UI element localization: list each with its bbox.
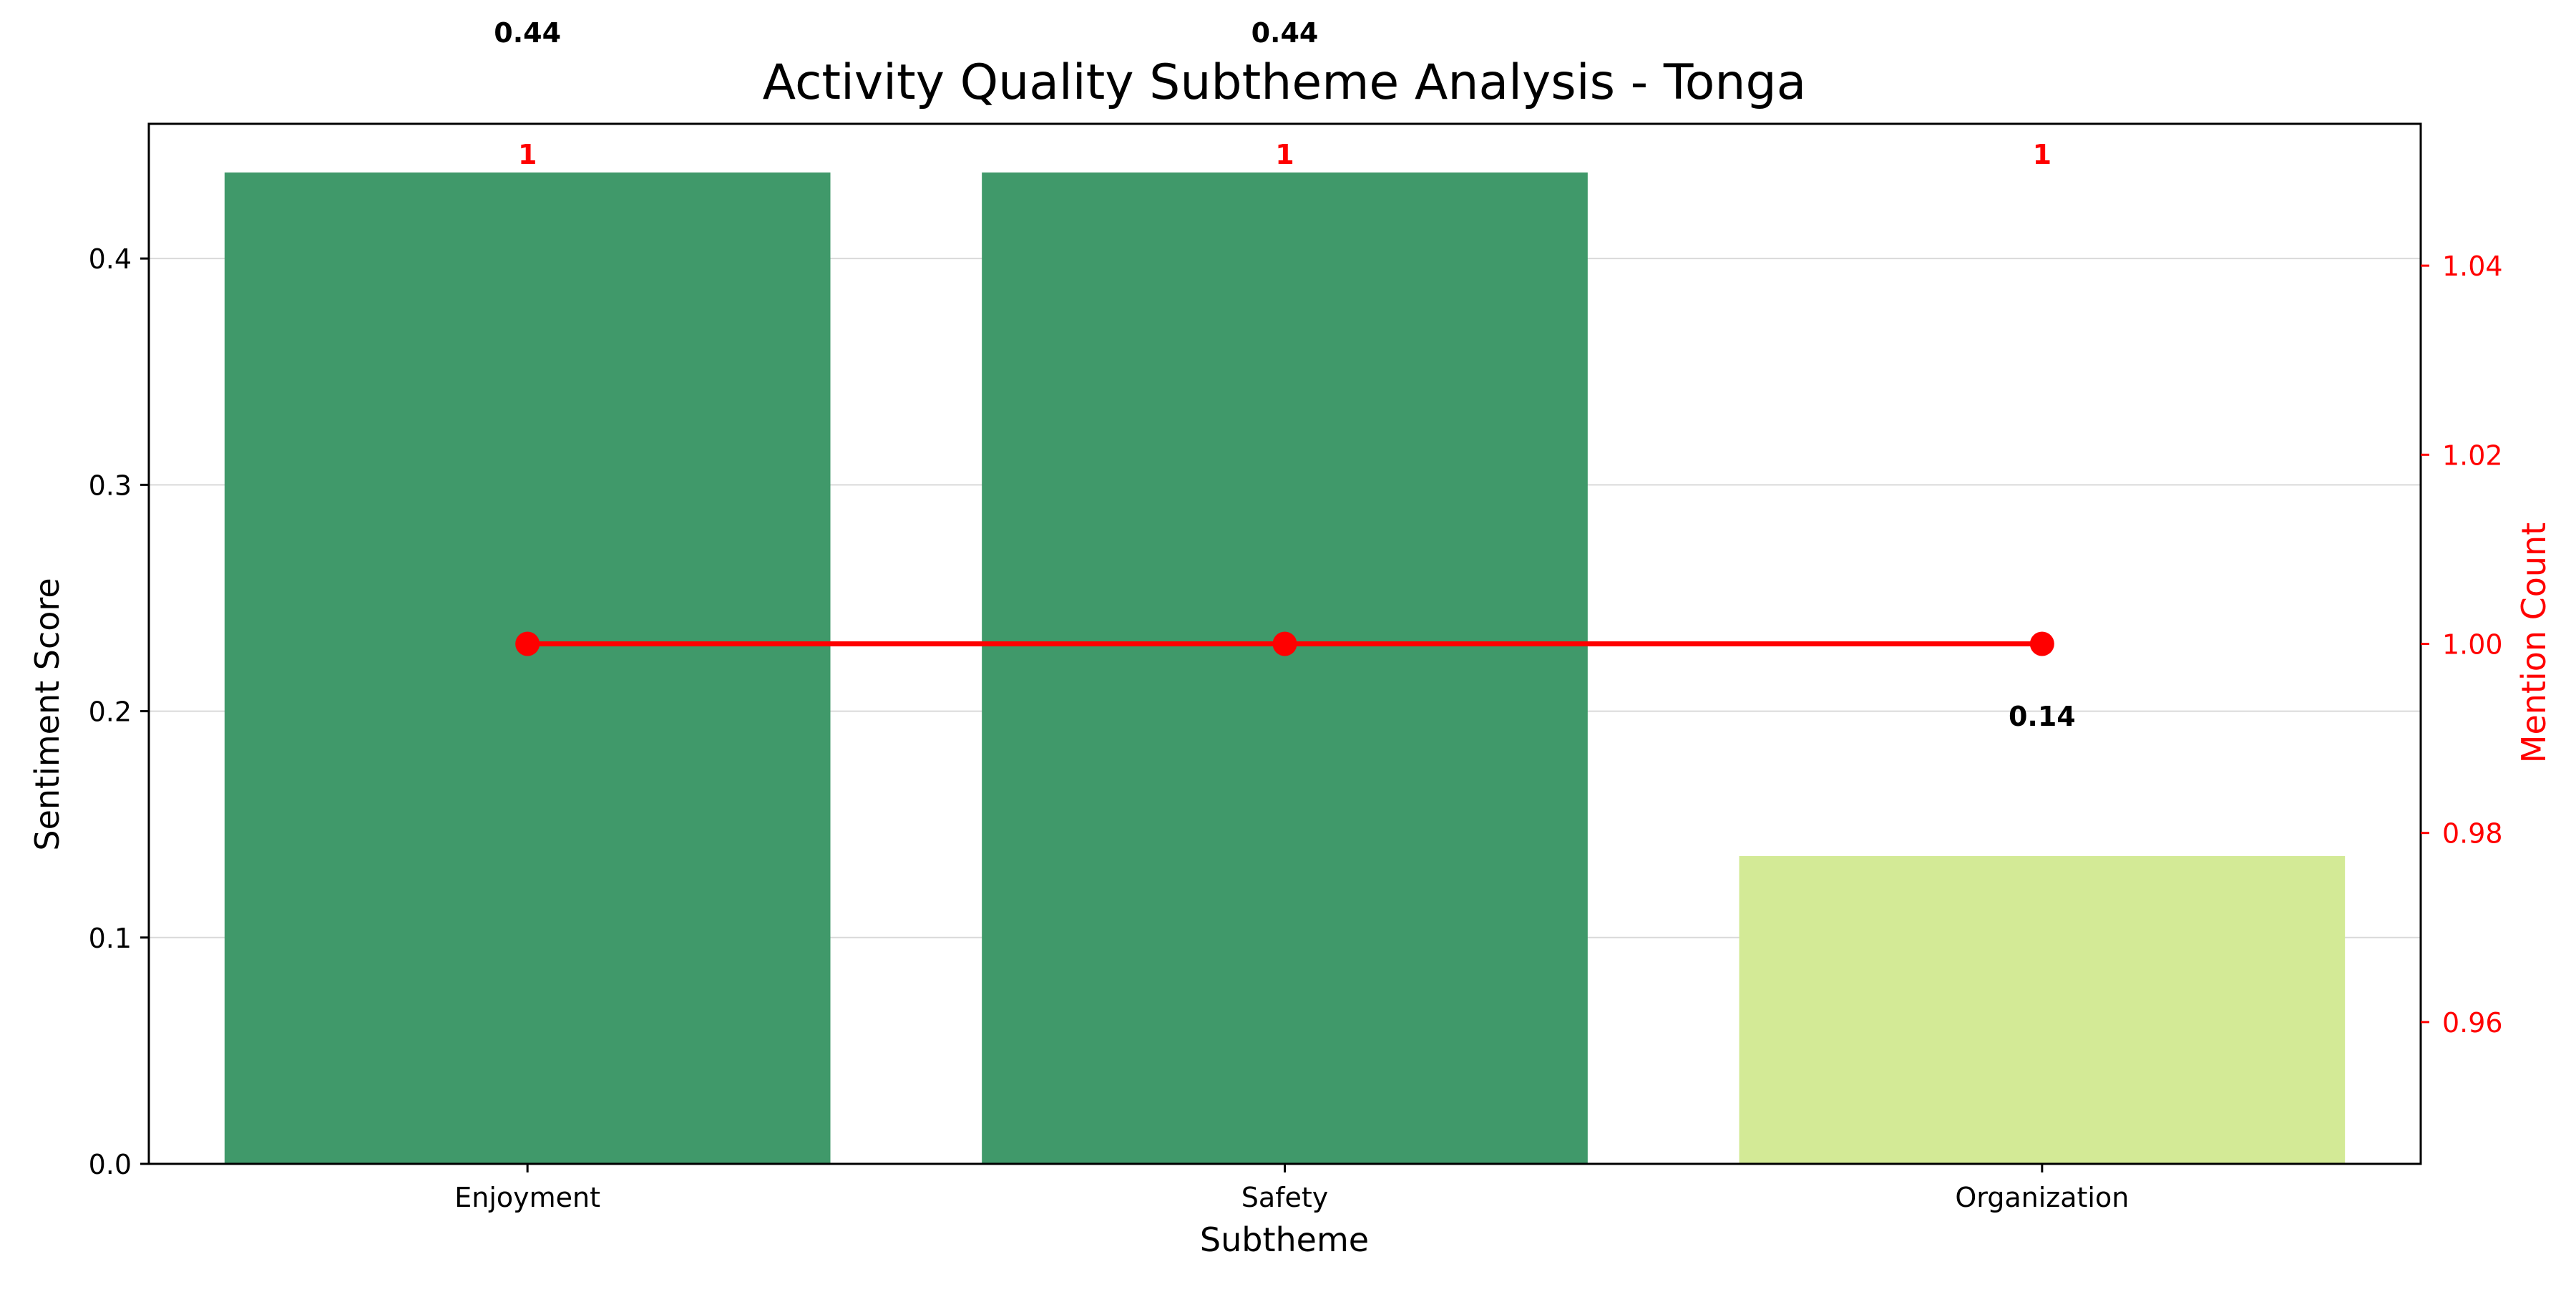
x-tick-label: Safety bbox=[1241, 1182, 1329, 1213]
bar-value-label: 0.14 bbox=[2009, 701, 2076, 732]
mention-count-label: 1 bbox=[1275, 139, 1294, 170]
chart-title: Activity Quality Subtheme Analysis - Ton… bbox=[763, 54, 1807, 111]
x-tick-label: Organization bbox=[1955, 1182, 2129, 1213]
labels-layer: 0.44 0.44 0.14 1 1 1 bbox=[494, 17, 2075, 732]
y2-tick-label: 0.96 bbox=[2442, 1007, 2503, 1039]
bar-value-label: 0.44 bbox=[494, 17, 561, 49]
y-tick-label: 0.4 bbox=[89, 243, 132, 275]
mention-count-label: 1 bbox=[518, 139, 537, 170]
x-tick-label: Enjoyment bbox=[454, 1182, 600, 1213]
axes-layer: 0.0 0.1 0.2 0.3 0.4 0.96 0.98 1.00 1.02 1.04 Enjoy… bbox=[89, 122, 2503, 1213]
y2-tick-label: 1.02 bbox=[2442, 439, 2503, 471]
bar-value-label: 0.44 bbox=[1252, 17, 1319, 49]
y2-tick-label: 1.00 bbox=[2442, 629, 2503, 661]
bars-layer bbox=[224, 172, 2346, 1165]
mention-count-point bbox=[2029, 631, 2054, 656]
x-axis-label: Subtheme bbox=[1200, 1220, 1369, 1259]
y2-axis-label: Mention Count bbox=[2514, 523, 2553, 764]
y2-tick-label: 0.98 bbox=[2442, 818, 2503, 850]
mention-count-label: 1 bbox=[2033, 139, 2051, 170]
mention-count-point bbox=[515, 631, 540, 656]
y-tick-label: 0.0 bbox=[89, 1149, 132, 1180]
y-axis-label: Sentiment Score bbox=[28, 578, 67, 850]
y-tick-label: 0.2 bbox=[89, 696, 132, 728]
mention-count-point bbox=[1272, 631, 1297, 656]
bar-enjoyment bbox=[224, 172, 831, 1165]
bar-organization bbox=[1739, 855, 2346, 1164]
y2-tick-label: 1.04 bbox=[2442, 251, 2503, 282]
y-tick-label: 0.1 bbox=[89, 923, 132, 954]
bar-safety bbox=[982, 172, 1588, 1165]
line-layer bbox=[515, 631, 2054, 656]
y-tick-label: 0.3 bbox=[89, 470, 132, 501]
